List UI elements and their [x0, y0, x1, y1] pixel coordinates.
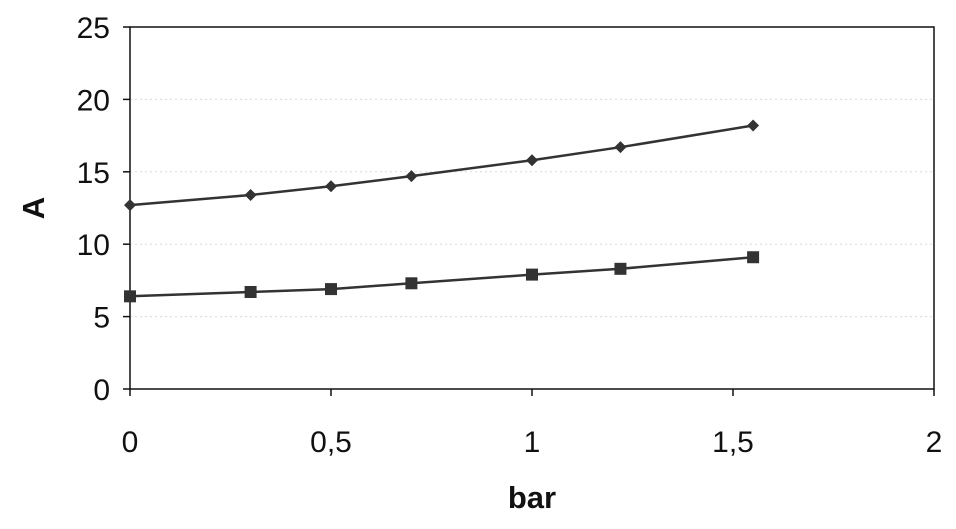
x-axis-title: bar [508, 480, 556, 515]
data-point-square [405, 277, 418, 290]
series-1-line [129, 124, 754, 207]
data-point-square [614, 262, 627, 275]
data-point-diamond [405, 170, 418, 183]
data-point-diamond [526, 154, 538, 167]
y-tick-label: 5 [93, 302, 110, 335]
data-point-square [526, 268, 538, 281]
x-tick-label: 2 [926, 426, 943, 459]
y-axis-title: A [16, 197, 51, 219]
x-tick-label: 0,5 [310, 426, 352, 459]
data-point-square [124, 290, 136, 303]
data-point-square [747, 251, 760, 264]
series-2-line [129, 255, 754, 298]
data-point-diamond [124, 199, 136, 212]
y-tick-label: 0 [93, 374, 110, 407]
data-point-diamond [325, 180, 337, 193]
y-axis-ticks: 0 5 10 15 20 25 [77, 12, 130, 407]
plot-area-frame [129, 26, 935, 390]
y-tick-label: 15 [77, 157, 110, 190]
y-tick-label: 10 [77, 229, 110, 262]
data-point-square [325, 283, 337, 296]
grid-lines [130, 98, 934, 318]
y-tick-label: 20 [77, 84, 110, 117]
x-tick-label: 1 [524, 426, 541, 459]
x-axis-ticks: 0 0,5 1 1,5 2 [122, 389, 943, 459]
series-2 [124, 251, 760, 303]
data-point-diamond [614, 141, 627, 154]
x-tick-label: 1,5 [712, 426, 754, 459]
data-point-diamond [244, 188, 257, 201]
series-group [124, 119, 760, 303]
data-point-square [244, 285, 257, 298]
x-tick-label: 0 [122, 426, 139, 459]
y-tick-label: 25 [77, 12, 110, 45]
series-1 [124, 119, 760, 212]
data-point-diamond [747, 119, 760, 132]
